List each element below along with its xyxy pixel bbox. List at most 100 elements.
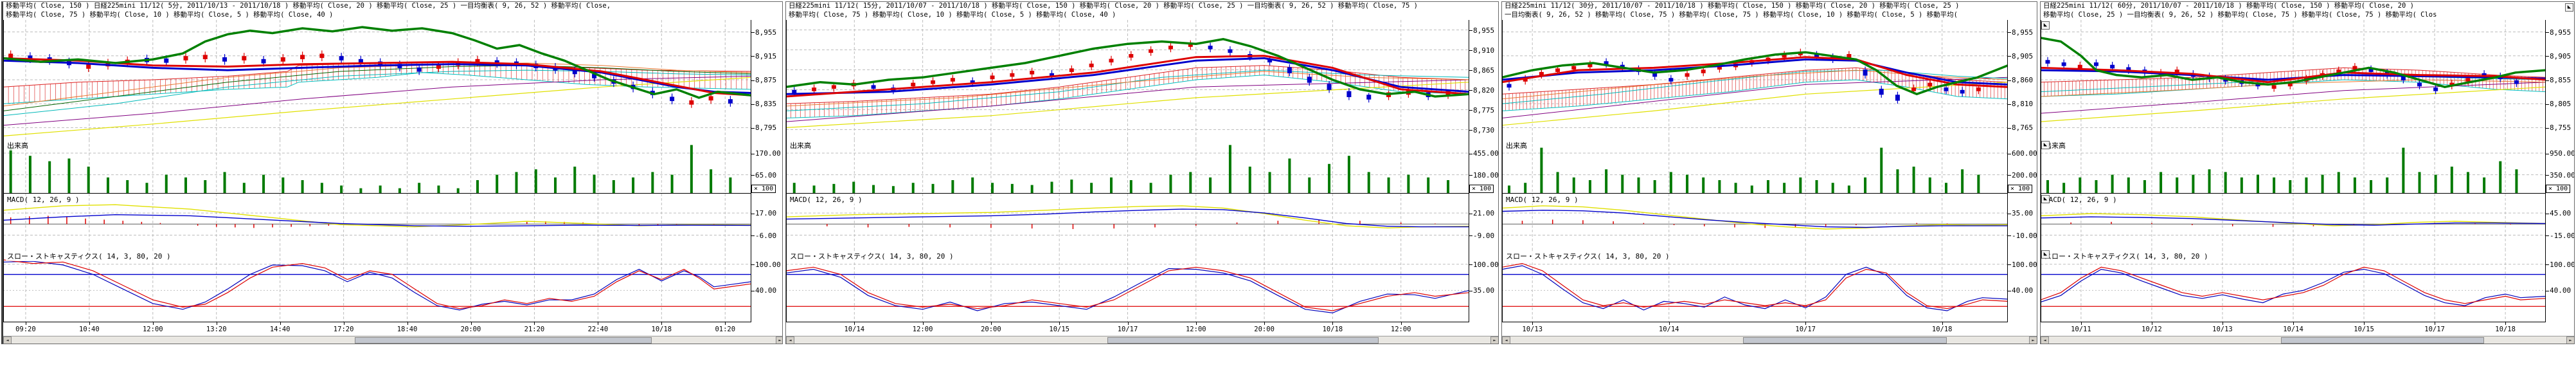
axis-tick — [2546, 175, 2549, 176]
scroll-left-button[interactable]: ◄ — [1502, 336, 1510, 344]
time-tick — [470, 322, 472, 325]
time-label: 10/18 — [1322, 326, 1343, 333]
price-chart[interactable] — [2041, 20, 2546, 140]
scroll-right-button[interactable]: ► — [1490, 336, 1498, 344]
collapse-arrow-icon[interactable]: ◣ — [2041, 195, 2050, 203]
stochastics-axis-label-text: 100.00 — [1473, 260, 1499, 269]
volume-pane-label: 出来高 — [789, 140, 812, 151]
stochastics-axis-label: 40.00 — [2008, 286, 2033, 295]
macd-chart[interactable] — [2041, 194, 2546, 249]
time-label: 12:00 — [1390, 326, 1411, 333]
macd-pane-label: MACD( 12, 26, 9 ) — [6, 196, 81, 204]
price-axis-label-text: 8,860 — [2012, 76, 2034, 84]
axis-tick — [2546, 264, 2549, 266]
scrollbar-thumb[interactable] — [2281, 337, 2484, 344]
macd-chart[interactable] — [786, 194, 1469, 249]
stochastics-axis-label-text: 40.00 — [2550, 286, 2572, 295]
scrollbar-thumb[interactable] — [1743, 337, 1947, 344]
axis-tick — [1469, 235, 1472, 236]
price-axis-label: 8,835 — [751, 100, 776, 108]
price-axis-label: 8,805 — [2546, 100, 2571, 108]
stochastics-axis-label-text: 40.00 — [2012, 286, 2034, 295]
price-chart[interactable] — [1502, 20, 2008, 140]
time-axis: 10/14 12:00 20:00 10/15 10/17 12:00 20:00 10/18… — [786, 322, 1469, 336]
price-axis-label: 8,910 — [1469, 46, 1494, 55]
volume-multiplier-badge: × 100 — [2008, 185, 2033, 193]
volume-chart[interactable] — [3, 140, 751, 194]
stochastics-axis-label: 100.00 — [1469, 260, 1499, 269]
stochastics-chart[interactable] — [1502, 249, 2008, 322]
volume-axis-label: 950.00 — [2546, 149, 2574, 158]
scroll-left-button[interactable]: ◄ — [3, 336, 12, 344]
time-tick — [1668, 322, 1670, 325]
axis-tick — [1469, 90, 1472, 91]
volume-chart[interactable] — [2041, 140, 2546, 194]
macd-axis-label-text: -6.00 — [755, 231, 777, 240]
axis-label-column: 8,955 8,910 8,865 8,820 8,775 8,730 455.00 180.… — [1469, 2, 1499, 344]
volume-chart[interactable] — [1502, 140, 2008, 194]
volume-axis-label-text: 65.00 — [755, 170, 777, 179]
time-tick — [922, 322, 924, 325]
panel-corner-icon[interactable]: ◣ — [2565, 3, 2573, 12]
collapse-arrow-icon[interactable]: ◣ — [2041, 141, 2050, 149]
stochastics-axis-label-text: 100.00 — [2012, 260, 2037, 269]
horizontal-scrollbar[interactable]: ◄ ► — [1502, 336, 2037, 344]
price-chart[interactable] — [786, 20, 1469, 140]
macd-axis-label-text: 45.00 — [2550, 209, 2572, 218]
price-axis-label-text: 8,820 — [1473, 86, 1495, 95]
time-label: 22:40 — [587, 326, 609, 333]
volume-pane-label: 出来高 — [6, 140, 30, 151]
volume-axis-label: 455.00 — [1469, 149, 1498, 158]
time-tick — [1195, 322, 1197, 325]
price-axis-label-text: 8,915 — [755, 51, 777, 60]
horizontal-scrollbar[interactable]: ◄ ► — [786, 336, 1498, 344]
axis-tick — [2008, 56, 2011, 57]
scrollbar-thumb[interactable] — [1107, 337, 1379, 344]
axis-label-column: 8,955 8,905 8,860 8,810 8,765 600.00 200.00 × 1… — [2008, 2, 2037, 344]
macd-axis-label-text: 21.00 — [1473, 209, 1495, 218]
time-label: 17:20 — [333, 326, 354, 333]
volume-axis-label-text: 600.00 — [2012, 149, 2037, 158]
time-label: 10/13 — [2212, 326, 2233, 333]
time-label: 10/15 — [2354, 326, 2374, 333]
scroll-right-button[interactable]: ► — [776, 336, 782, 344]
macd-axis-label-text: -10.00 — [2012, 231, 2037, 240]
axis-label-column: 8,955 8,905 8,855 8,805 8,755 950.00 350.00 × 1… — [2546, 2, 2575, 344]
macd-pane-label: MACD( 12, 26, 9 ) — [1505, 196, 1580, 204]
stochastics-pane-label: スロー・ストキャスティクス( 14, 3, 80, 20 ) — [1505, 251, 1671, 261]
time-tick — [2505, 322, 2507, 325]
price-axis-label-text: 8,810 — [2012, 100, 2034, 109]
stochastics-chart[interactable] — [3, 249, 751, 322]
scrollbar-thumb[interactable] — [355, 337, 652, 344]
collapse-arrow-icon[interactable]: ◣ — [2041, 250, 2050, 259]
macd-chart[interactable] — [3, 194, 751, 249]
volume-chart[interactable] — [786, 140, 1469, 194]
volume-axis-label: 600.00 — [2008, 149, 2037, 158]
collapse-arrow-icon[interactable]: ◣ — [2041, 21, 2050, 30]
axis-tick — [2546, 32, 2549, 33]
time-label: 10/15 — [1049, 326, 1069, 333]
time-label: 10/17 — [1117, 326, 1138, 333]
time-tick — [661, 322, 663, 325]
price-axis-label-text: 8,905 — [2550, 51, 2572, 60]
axis-tick — [751, 104, 755, 105]
horizontal-scrollbar[interactable]: ◄ ► — [2041, 336, 2574, 344]
price-axis-label: 8,820 — [1469, 86, 1494, 95]
time-label: 10/14 — [2283, 326, 2303, 333]
stochastics-chart[interactable] — [786, 249, 1469, 322]
macd-chart[interactable] — [1502, 194, 2008, 249]
scroll-left-button[interactable]: ◄ — [2041, 336, 2049, 344]
time-tick — [280, 322, 281, 325]
scroll-left-button[interactable]: ◄ — [786, 336, 794, 344]
time-label: 10/18 — [651, 326, 672, 333]
scroll-right-button[interactable]: ► — [2566, 336, 2574, 344]
horizontal-scrollbar[interactable]: ◄ ► — [3, 336, 782, 344]
macd-pane-label: MACD( 12, 26, 9 ) — [2043, 196, 2118, 204]
stochastics-chart[interactable] — [2041, 249, 2546, 322]
macd-axis-label-text: -15.00 — [2550, 231, 2575, 240]
scroll-right-button[interactable]: ► — [2029, 336, 2037, 344]
price-chart[interactable] — [3, 20, 751, 140]
price-axis-label-text: 8,865 — [1473, 66, 1495, 75]
stochastics-axis-label: 35.00 — [1469, 286, 1494, 295]
